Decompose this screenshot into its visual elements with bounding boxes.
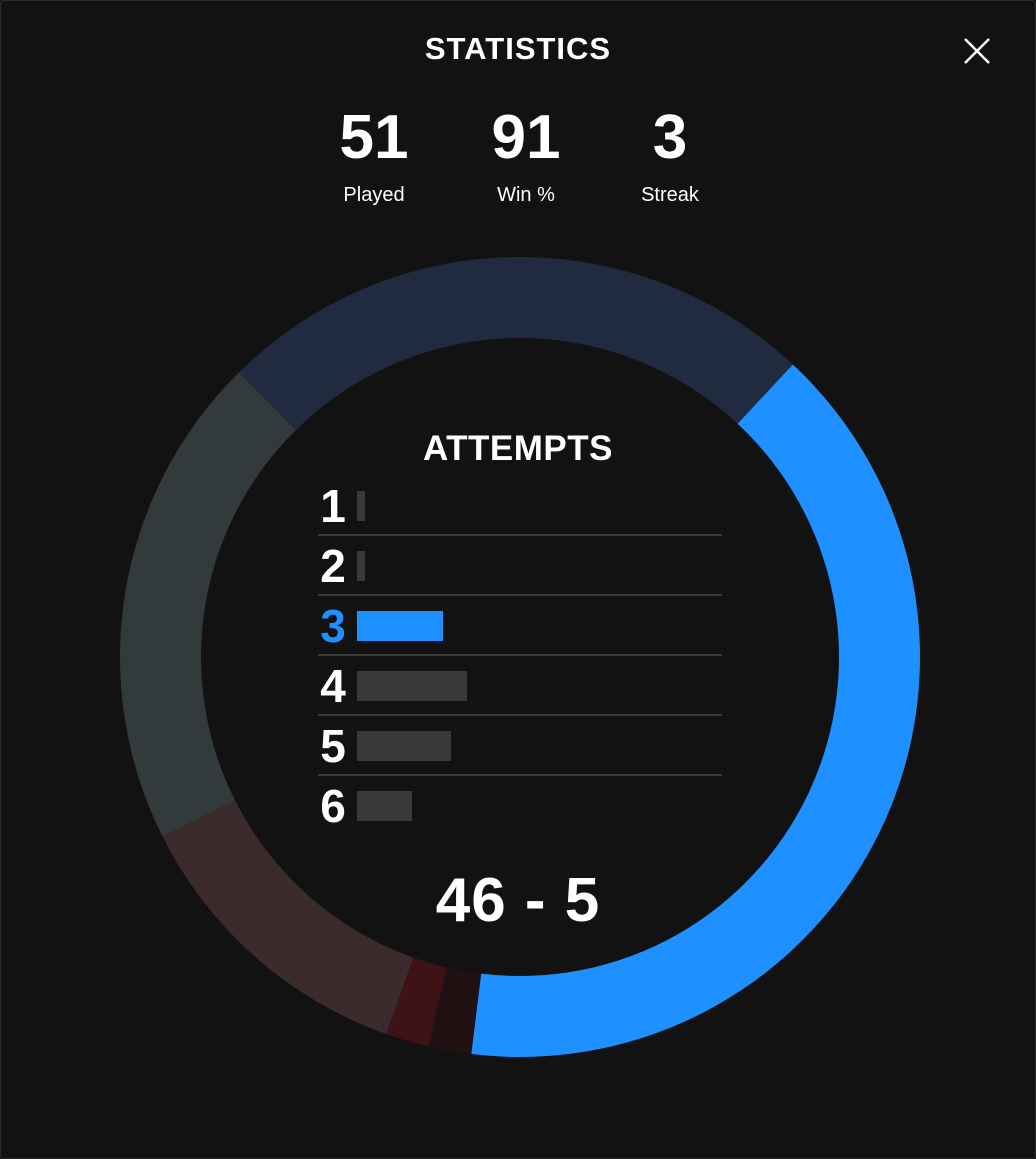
distribution-bar: [357, 551, 365, 581]
close-icon: [964, 38, 990, 64]
guess-number: 1: [320, 480, 346, 532]
stat-label: Win %: [497, 184, 555, 206]
stat-label: Played: [343, 184, 405, 206]
guess-number: 5: [320, 720, 346, 772]
guess-number: 6: [320, 780, 346, 832]
stat-value: 3: [652, 103, 688, 172]
distribution-bar: [357, 791, 412, 821]
distribution-row-1: 1: [318, 476, 722, 536]
distribution-bar: [357, 611, 443, 641]
distribution-bar: [357, 731, 451, 761]
guess-number: 2: [320, 540, 346, 592]
attempts-title: ATTEMPTS: [422, 429, 613, 468]
donut-segment-loss-recent: [386, 957, 447, 1047]
stat-value: 91: [491, 103, 561, 172]
donut-segment-played-history: [119, 372, 296, 837]
distribution-row-5: 5: [318, 716, 722, 776]
donut-segment-win-history: [238, 256, 793, 431]
stat-played: 51 Played: [304, 105, 444, 207]
distribution-row-4: 4: [318, 656, 722, 716]
donut-segment-loss-history: [162, 800, 414, 1035]
close-button[interactable]: [959, 33, 995, 69]
donut-segment-loss: [428, 967, 482, 1055]
distribution-row-6: 6: [318, 776, 722, 836]
guess-number: 4: [320, 660, 346, 712]
donut-segment-win: [471, 364, 920, 1058]
distribution-row-3: 3: [318, 596, 722, 656]
guess-number: 3: [320, 600, 346, 652]
guess-distribution: 1 2 3 4 5 6: [318, 476, 722, 836]
stat-label: Streak: [641, 184, 699, 206]
stat-value: 51: [339, 103, 409, 172]
stat-win-percent: 91 Win %: [456, 105, 596, 207]
stat-streak: 3 Streak: [600, 105, 740, 207]
distribution-bar: [357, 671, 467, 701]
distribution-row-2: 2: [318, 536, 722, 596]
modal-title: STATISTICS: [424, 31, 612, 66]
win-loss-record: 46 - 5: [435, 866, 601, 935]
distribution-bar: [357, 491, 365, 521]
